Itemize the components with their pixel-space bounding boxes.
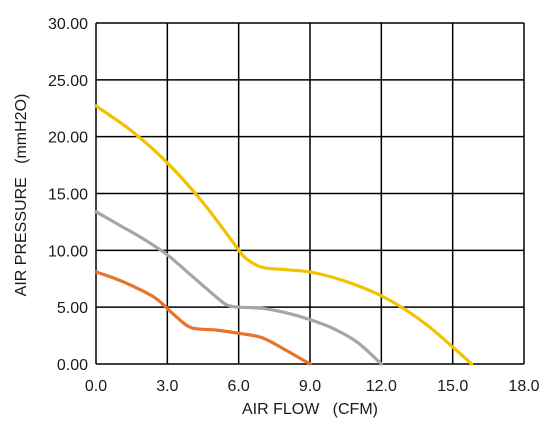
x-tick-label: 9.0	[299, 378, 321, 395]
series-line-1	[94, 104, 474, 366]
x-tick-labels: 0.0 3.0 6.0 9.0 12.0 15.0 18.0	[85, 378, 540, 395]
x-axis-title: AIR FLOW (CFM)	[242, 401, 378, 418]
x-tick-label: 15.0	[437, 378, 468, 395]
x-tick-label: 18.0	[508, 378, 539, 395]
x-tick-label: 6.0	[228, 378, 250, 395]
y-tick-label: 30.00	[48, 16, 88, 33]
y-tick-label: 5.00	[57, 300, 88, 317]
x-tick-label: 3.0	[156, 378, 178, 395]
y-axis-title: AIR PRESSURE (mmH2O)	[13, 94, 30, 297]
series-line-3	[94, 270, 312, 366]
grid	[95, 22, 525, 365]
x-tick-label: 0.0	[85, 378, 107, 395]
y-tick-labels: 0.00 5.00 10.00 15.00 20.00 25.00 30.00	[48, 16, 88, 374]
y-tick-label: 20.00	[48, 130, 88, 147]
y-tick-label: 25.00	[48, 73, 88, 90]
y-tick-label: 0.00	[57, 357, 88, 374]
x-tick-label: 12.0	[366, 378, 397, 395]
y-tick-label: 15.00	[48, 187, 88, 204]
series-layer	[94, 104, 474, 366]
y-tick-label: 10.00	[48, 243, 88, 260]
series-line-2	[94, 210, 383, 366]
